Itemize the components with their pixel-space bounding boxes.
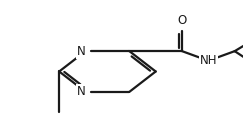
Text: N: N <box>77 45 86 58</box>
Text: N: N <box>77 85 86 98</box>
Text: NH: NH <box>200 54 217 67</box>
Text: O: O <box>178 14 187 27</box>
